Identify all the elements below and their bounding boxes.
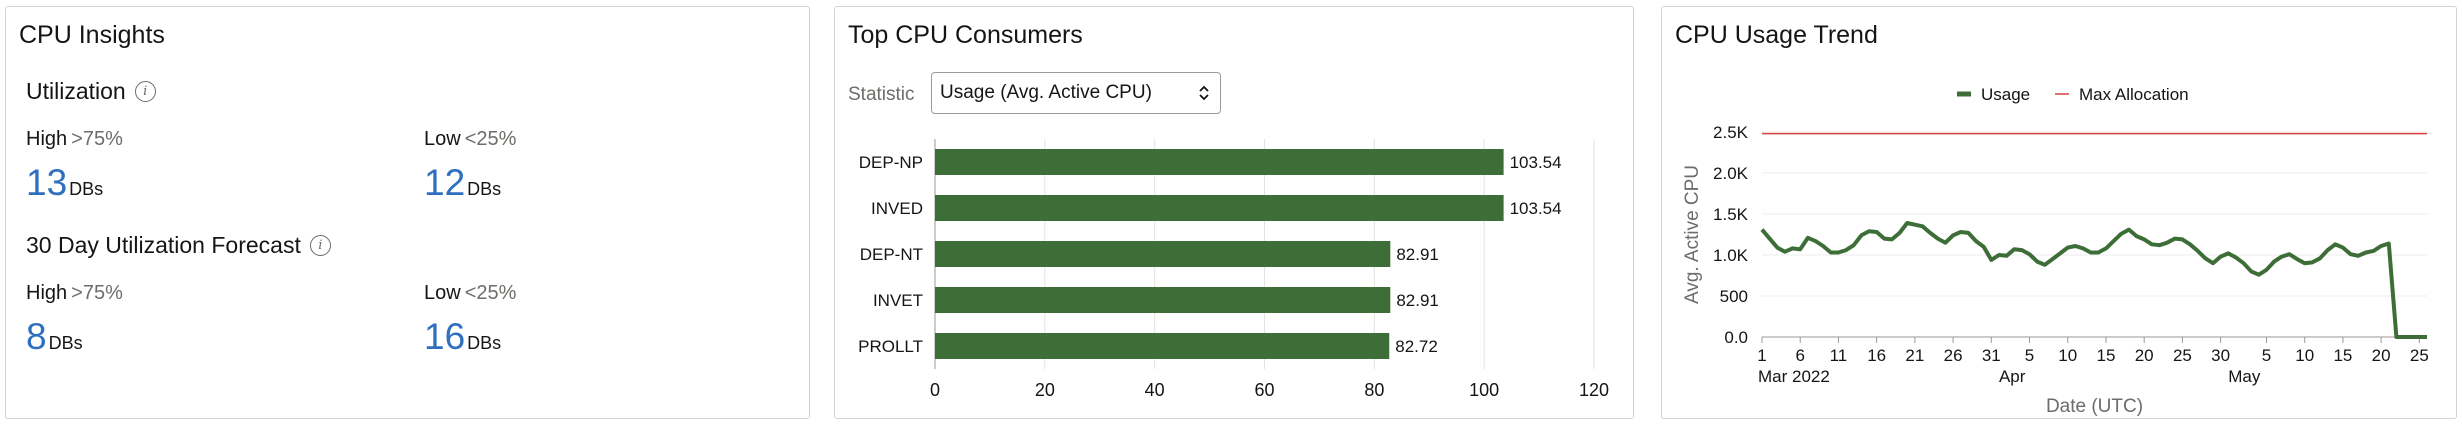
chevron-updown-icon [1199, 85, 1209, 101]
y-tick-label: 0.0 [1724, 328, 1748, 347]
forecast-high-label: High >75% [26, 282, 123, 305]
forecast-title: 30 Day Utilization Forecast [26, 232, 301, 258]
y-axis-label: Avg. Active CPU [1682, 165, 1703, 304]
x-tick-label: 40 [1145, 380, 1165, 400]
bar-data-label: 82.72 [1395, 337, 1438, 356]
info-icon[interactable]: i [309, 235, 331, 256]
high-threshold: >75% [71, 128, 123, 150]
y-tick-label: 2.0K [1713, 164, 1749, 183]
y-tick-label: 500 [1720, 287, 1748, 306]
bar-category-label: INVED [871, 199, 923, 218]
x-tick-label: 0 [930, 380, 940, 400]
y-tick-label: 1.5K [1713, 205, 1749, 224]
info-icon[interactable]: i [134, 81, 156, 102]
x-tick-label: 30 [2211, 346, 2230, 365]
forecast-low-value[interactable]: 16 DBs [424, 316, 501, 358]
x-tick-label: 120 [1579, 380, 1609, 400]
x-tick-label: 5 [2025, 346, 2034, 365]
cpu-usage-trend-title: CPU Usage Trend [1675, 21, 1878, 49]
x-tick-label: 60 [1254, 380, 1274, 400]
x-tick-label: 10 [2058, 346, 2077, 365]
statistic-select[interactable]: Usage (Avg. Active CPU) [931, 72, 1221, 114]
utilization-low-label: Low <25% [424, 128, 516, 151]
top-cpu-consumers-card: Top CPU Consumers Statistic Usage (Avg. … [834, 6, 1634, 419]
high-threshold: >75% [71, 282, 123, 304]
low-label-text: Low [424, 282, 461, 304]
top-consumers-bar-chart: 0 20 40 60 80 100 120 DEP-NP 103.54 INVED 103.54 DE… [858, 139, 1609, 400]
cpu-usage-trend-card: CPU Usage Trend 0.0 500 1.0K 1.5K 2.0K 2.5K Av… [1661, 6, 2457, 419]
high-count[interactable]: 8 [26, 316, 47, 357]
bar-category-label: PROLLT [858, 337, 923, 356]
series-line-usage[interactable] [1760, 221, 2427, 339]
bar-category-label: INVET [873, 291, 923, 310]
bar[interactable] [935, 333, 1390, 359]
statistic-label: Statistic [848, 84, 915, 105]
x-tick-label: 20 [2372, 346, 2391, 365]
forecast-low-label: Low <25% [424, 282, 516, 305]
bar-data-label: 103.54 [1510, 199, 1562, 218]
x-tick-label: 1 [1757, 346, 1766, 365]
utilization-high-label: High >75% [26, 128, 123, 151]
x-tick-label: 6 [1795, 346, 1804, 365]
x-tick-label: 21 [1905, 346, 1924, 365]
x-tick-label: 31 [1982, 346, 2001, 365]
high-label-text: High [26, 282, 68, 304]
bar-category-label: DEP-NP [859, 153, 923, 172]
x-month-label: Mar 2022 [1758, 367, 1830, 386]
chart-legend[interactable]: Usage Max Allocation [1957, 85, 2189, 104]
low-unit: DBs [467, 333, 502, 353]
cpu-insights-card: CPU Insights Utilization i High >75% 13 DB… [5, 6, 810, 419]
bar[interactable] [935, 287, 1391, 313]
x-tick-label: 11 [1830, 346, 1848, 365]
high-unit: DBs [69, 179, 104, 199]
legend-label-usage: Usage [1981, 85, 2030, 104]
y-tick-label: 2.5K [1713, 123, 1749, 142]
bar[interactable] [935, 149, 1504, 175]
x-tick-label: 25 [2173, 346, 2192, 365]
bar-data-label: 103.54 [1510, 153, 1562, 172]
high-count[interactable]: 13 [26, 162, 68, 203]
utilization-section-title: Utilization i [26, 78, 156, 105]
x-tick-label: 20 [2135, 346, 2154, 365]
bar-category-label: DEP-NT [860, 245, 923, 264]
bar[interactable] [935, 241, 1391, 267]
statistic-selected-value: Usage (Avg. Active CPU) [940, 82, 1152, 103]
x-tick-label: 26 [1944, 346, 1963, 365]
high-unit: DBs [48, 333, 83, 353]
forecast-section-title: 30 Day Utilization Forecast i [26, 232, 331, 259]
top-cpu-consumers-title: Top CPU Consumers [848, 21, 1083, 49]
x-month-label: Apr [1999, 367, 2026, 386]
x-tick-label: 25 [2410, 346, 2429, 365]
low-unit: DBs [467, 179, 502, 199]
x-tick-label: 15 [2097, 346, 2116, 365]
cpu-insights-title: CPU Insights [19, 21, 165, 49]
high-label-text: High [26, 128, 68, 150]
low-count[interactable]: 16 [424, 316, 466, 357]
low-threshold: <25% [464, 128, 517, 150]
x-tick-label: 20 [1035, 380, 1055, 400]
low-label-text: Low [424, 128, 461, 150]
utilization-high-value[interactable]: 13 DBs [26, 162, 103, 204]
x-tick-label: 10 [2295, 346, 2314, 365]
x-tick-label: 100 [1469, 380, 1499, 400]
bar-data-label: 82.91 [1396, 245, 1439, 264]
bar-data-label: 82.91 [1396, 291, 1439, 310]
x-month-label: May [2228, 367, 2261, 386]
low-count[interactable]: 12 [424, 162, 466, 203]
utilization-low-value[interactable]: 12 DBs [424, 162, 501, 204]
bar[interactable] [935, 195, 1504, 221]
x-axis-label: Date (UTC) [2046, 396, 2143, 417]
x-tick-label: 80 [1364, 380, 1384, 400]
utilization-title: Utilization [26, 78, 126, 104]
y-tick-label: 1.0K [1713, 246, 1749, 265]
low-threshold: <25% [464, 282, 517, 304]
x-tick-label: 16 [1867, 346, 1886, 365]
forecast-high-value[interactable]: 8 DBs [26, 316, 83, 358]
legend-label-max-allocation: Max Allocation [2079, 85, 2189, 104]
x-tick-label: 15 [2333, 346, 2352, 365]
x-tick-label: 5 [2262, 346, 2271, 365]
